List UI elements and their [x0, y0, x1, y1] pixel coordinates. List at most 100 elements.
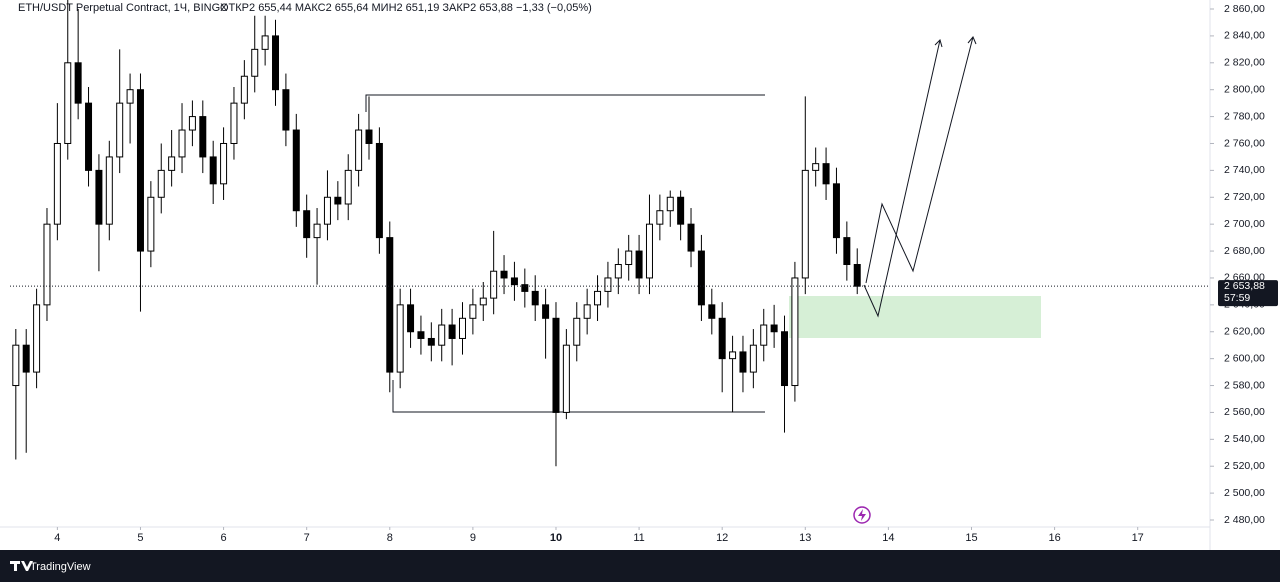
projection-path [863, 39, 941, 318]
candle-body [729, 351, 737, 360]
candle-body [168, 156, 176, 171]
event-icon [853, 506, 871, 524]
candle-body [687, 223, 695, 252]
candle-body [375, 142, 383, 239]
countdown: 57:59 [1224, 292, 1250, 304]
x-tick-label: 13 [799, 532, 811, 544]
candle-body [116, 102, 124, 158]
candle-body [458, 317, 466, 339]
y-tick-label: 2 760,00 [1224, 137, 1265, 149]
candle-body [531, 290, 539, 306]
candle-body [500, 270, 508, 279]
candle-body [697, 250, 705, 306]
y-tick-label: 2 700,00 [1224, 218, 1265, 230]
candle-body [303, 210, 311, 239]
candle-body [344, 169, 352, 205]
drawings [365, 36, 977, 413]
x-tick-label: 9 [470, 532, 476, 544]
candle-body [843, 237, 851, 266]
x-tick-label: 15 [965, 532, 977, 544]
candle-body [209, 156, 217, 185]
y-tick-label: 2 620,00 [1224, 326, 1265, 338]
candle-body [594, 290, 602, 306]
candle-body [313, 223, 321, 239]
y-tick-label: 2 720,00 [1224, 191, 1265, 203]
candle-body [469, 304, 477, 319]
candle-body [126, 89, 134, 104]
candle-body [822, 163, 830, 185]
candle-body [188, 116, 196, 131]
candle-body [33, 304, 41, 373]
candle-body [739, 351, 747, 373]
candle-body [812, 163, 820, 171]
range-bottom [392, 380, 765, 413]
candle-body [147, 196, 155, 252]
x-tick-label: 10 [550, 532, 562, 544]
candle-body [272, 35, 280, 91]
candle-body [832, 183, 840, 239]
candle-body [178, 129, 186, 158]
candle-body [552, 317, 560, 413]
x-tick-label: 16 [1048, 532, 1060, 544]
candle-body [510, 277, 518, 286]
range-top [365, 94, 765, 112]
candle-body [614, 264, 622, 279]
candle-body [573, 317, 581, 346]
y-tick-label: 2 560,00 [1224, 406, 1265, 418]
candle-body [490, 270, 498, 299]
candle-body [677, 196, 685, 225]
candle-body [199, 116, 207, 158]
candle-body [708, 304, 716, 319]
arrow-head [967, 36, 977, 45]
y-tick-label: 2 580,00 [1224, 379, 1265, 391]
candle-body [417, 331, 425, 339]
y-tick-label: 2 740,00 [1224, 164, 1265, 176]
y-tick-label: 2 520,00 [1224, 460, 1265, 472]
candle-body [791, 277, 799, 387]
y-tick-label: 2 500,00 [1224, 487, 1265, 499]
candle-body [64, 62, 72, 144]
projection-path [865, 36, 974, 284]
candle-body [760, 324, 768, 346]
candle-body [542, 304, 550, 319]
candle-body [438, 324, 446, 346]
x-tick-label: 14 [882, 532, 894, 544]
candle-body [136, 89, 144, 252]
x-tick-label: 8 [387, 532, 393, 544]
ohlc-quote: ОТКР2 655,44 МАКС2 655,64 МИН2 651,19 ЗА… [220, 2, 592, 14]
x-tick-label: 6 [221, 532, 227, 544]
candle-body [230, 102, 238, 144]
y-tick-label: 2 820,00 [1224, 57, 1265, 69]
candle-body [718, 317, 726, 360]
candle-body [407, 304, 415, 333]
candle-body [770, 324, 778, 333]
candle-body [261, 35, 269, 50]
y-tick-label: 2 800,00 [1224, 83, 1265, 95]
candle-body [355, 129, 363, 171]
brand: TradingView [30, 561, 91, 573]
candle-body [53, 142, 61, 225]
candle-body [562, 344, 570, 413]
y-tick-label: 2 860,00 [1224, 3, 1265, 15]
candle-body [583, 304, 591, 319]
candle-body [334, 196, 342, 205]
candle-body [365, 129, 373, 144]
candle-body [157, 169, 165, 198]
candle-body [749, 344, 757, 373]
x-tick-label: 12 [716, 532, 728, 544]
candle-body [479, 297, 487, 306]
candle-body [220, 142, 228, 185]
candle-body [448, 324, 456, 339]
candle-body [240, 75, 248, 104]
y-tick-label: 2 680,00 [1224, 245, 1265, 257]
candle-body [604, 277, 612, 292]
candle-body [282, 89, 290, 131]
candle-body [801, 169, 809, 279]
y-tick-label: 2 780,00 [1224, 110, 1265, 122]
candle-body [635, 250, 643, 279]
candle-body [105, 156, 113, 225]
x-tick-label: 11 [633, 532, 644, 544]
candle-body [625, 250, 633, 266]
